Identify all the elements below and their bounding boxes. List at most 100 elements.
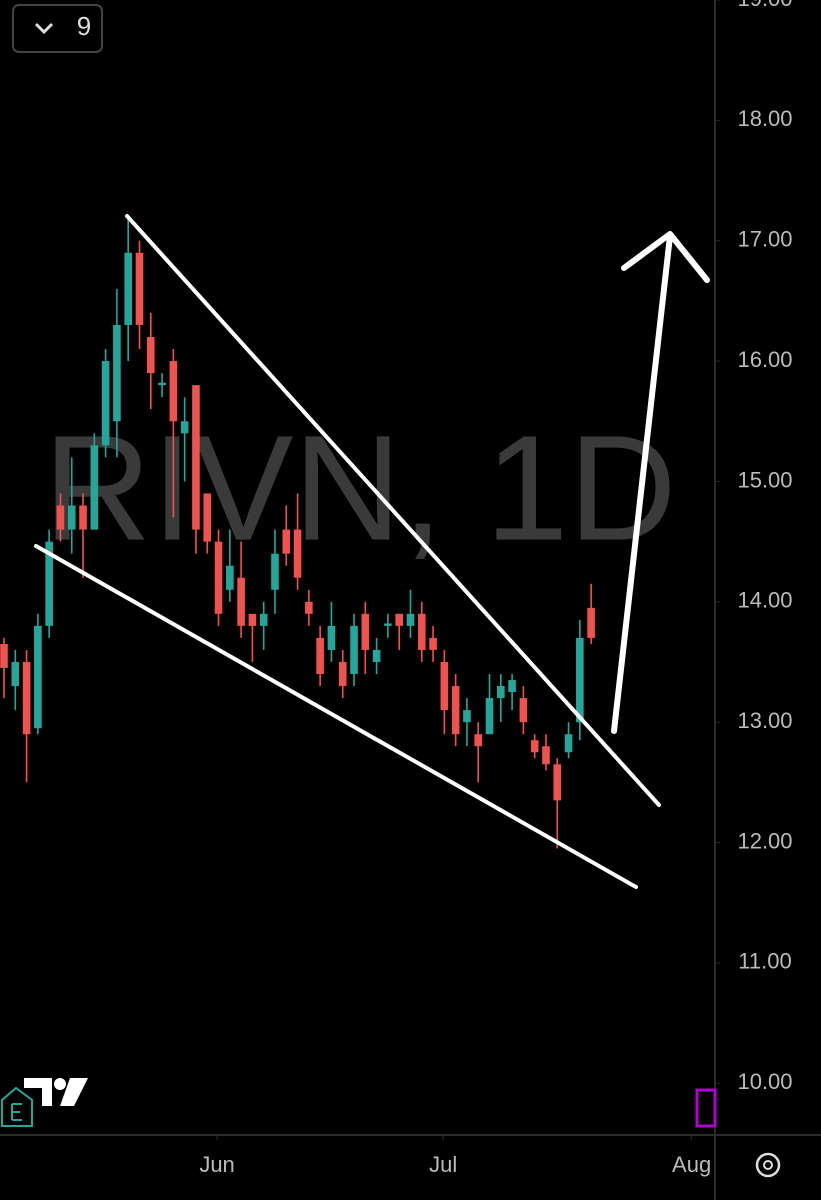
candle — [271, 529, 279, 614]
candle — [146, 312, 155, 410]
candle-body — [282, 529, 291, 554]
candle — [259, 601, 268, 650]
candle-body — [474, 734, 483, 747]
candle-body — [316, 637, 324, 675]
candle-body — [553, 764, 562, 801]
earnings-icon — [1, 1086, 33, 1127]
candle-body — [180, 421, 189, 434]
candle-body — [79, 505, 87, 530]
candle — [214, 529, 223, 626]
candle — [34, 613, 42, 735]
logo-part — [24, 1078, 52, 1106]
chevron-icon — [34, 22, 54, 35]
candle-body — [259, 613, 268, 626]
candle — [519, 686, 528, 735]
x-tick-label: Jul — [429, 1152, 457, 1177]
candle-body — [192, 385, 200, 530]
x-tick-label: Jun — [199, 1152, 234, 1177]
candle-body — [11, 661, 20, 687]
y-tick-label: 19.00 — [737, 0, 792, 11]
candle — [451, 674, 460, 747]
candle — [0, 637, 8, 699]
collapse-button[interactable]: 9 — [12, 4, 103, 53]
candle — [474, 722, 483, 783]
candle — [101, 349, 110, 458]
y-tick-label: 18.00 — [737, 106, 792, 131]
candle — [180, 397, 189, 482]
y-tick-label: 12.00 — [737, 828, 792, 853]
candle-body — [338, 661, 347, 687]
candle-body — [203, 493, 212, 542]
candle-body — [113, 324, 121, 422]
candle — [587, 583, 595, 644]
candle — [406, 589, 415, 638]
candle-body — [214, 541, 223, 614]
candle-body — [497, 686, 505, 699]
candle-body — [451, 686, 460, 735]
candle-body — [508, 680, 516, 693]
candle — [158, 373, 166, 398]
candle — [45, 529, 53, 638]
candle — [361, 601, 370, 675]
candle — [429, 625, 437, 662]
y-tick-label: 15.00 — [737, 467, 792, 492]
candle — [203, 493, 212, 554]
candle-body — [34, 625, 42, 729]
candle — [553, 758, 562, 849]
candle — [305, 589, 313, 626]
settings-button[interactable] — [755, 1152, 781, 1178]
y-tick-label: 17.00 — [737, 227, 792, 252]
gear-icon[interactable] — [755, 1152, 781, 1178]
watermark: RIVN, 1D — [43, 404, 676, 572]
candle-body — [158, 382, 166, 386]
candle-body — [226, 565, 234, 590]
candle — [293, 493, 302, 590]
candle — [90, 433, 99, 530]
arrow-shaft — [611, 233, 673, 734]
candle-body — [293, 529, 302, 578]
candle — [237, 541, 245, 638]
trendline-upper — [125, 214, 661, 807]
candle-body — [237, 577, 245, 626]
trendline-lower — [34, 544, 638, 889]
candle — [124, 216, 132, 362]
button-frame[interactable] — [12, 4, 103, 53]
candle — [440, 649, 449, 735]
tradingview-logo — [1, 1078, 88, 1127]
candle — [226, 529, 234, 602]
candle-body — [429, 637, 437, 650]
candle — [463, 698, 471, 747]
candle — [350, 613, 358, 687]
candle-body — [576, 637, 584, 723]
candle — [327, 601, 336, 662]
candle — [11, 649, 20, 711]
candle-body — [564, 734, 573, 753]
y-tick-label: 11.00 — [738, 949, 791, 974]
candle — [22, 649, 31, 783]
candle-body — [463, 710, 471, 723]
candle-body — [384, 623, 392, 626]
candle-body — [440, 661, 449, 711]
candle — [316, 625, 324, 687]
y-tick-label: 13.00 — [737, 708, 792, 733]
candle-body — [327, 625, 336, 650]
y-tick-label: 10.00 — [737, 1069, 792, 1094]
candle — [508, 674, 516, 711]
candle — [485, 674, 494, 735]
candle — [338, 649, 347, 699]
candle-body — [372, 649, 381, 662]
candle-body — [406, 613, 415, 626]
gear-center — [763, 1160, 773, 1170]
candle — [79, 493, 87, 578]
arrow-head — [621, 231, 710, 283]
candle-body — [417, 613, 426, 650]
candle-body — [67, 505, 76, 530]
candle — [530, 734, 539, 759]
candle-body — [169, 361, 178, 422]
x-tick-label: Aug — [672, 1152, 711, 1177]
logo-part — [54, 1078, 66, 1090]
candle-body — [45, 541, 53, 626]
candle-body — [519, 698, 528, 723]
candle — [169, 349, 178, 518]
earnings-letter — [11, 1103, 22, 1121]
